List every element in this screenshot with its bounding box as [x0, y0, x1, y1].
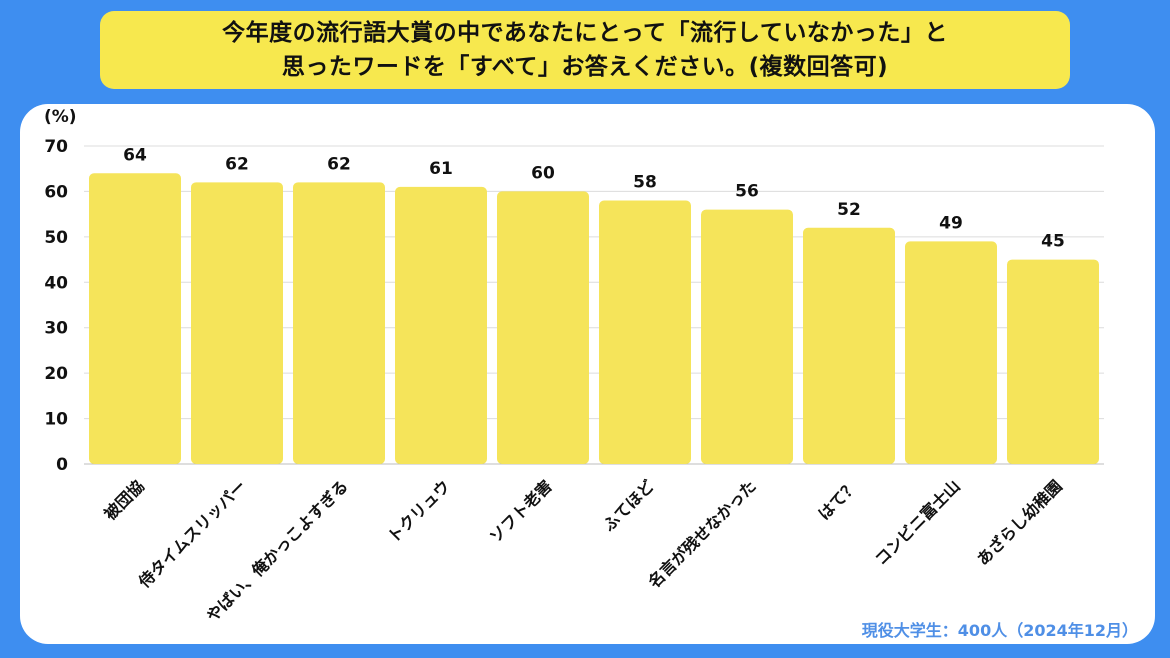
bar-value-label: 58	[633, 173, 657, 193]
x-category-label: 名言が残せなかった	[645, 476, 760, 591]
bar-value-label: 62	[327, 154, 351, 174]
bar	[497, 191, 589, 464]
bar	[1007, 259, 1099, 464]
y-tick-label: 40	[44, 273, 68, 293]
y-tick-label: 0	[56, 455, 68, 475]
x-category-label: コンビニ富士山	[871, 476, 964, 569]
y-tick-label: 10	[44, 410, 68, 430]
bar	[701, 209, 793, 464]
x-category-label: 侍タイムスリッパー	[134, 476, 250, 592]
bar	[89, 173, 181, 464]
bar	[905, 241, 997, 464]
bar-value-label: 52	[837, 200, 861, 220]
y-tick-label: 50	[44, 228, 68, 248]
chart-title-line-2: 思ったワードを「すべて」お答えください。(複数回答可)	[281, 54, 889, 80]
bar-value-label: 62	[225, 154, 249, 174]
x-category-label: はて？	[814, 476, 861, 523]
bar-value-label: 49	[939, 213, 963, 233]
bar	[395, 186, 487, 464]
x-category-label: ソフト老害	[486, 476, 556, 546]
y-tick-label: 70	[44, 137, 68, 157]
bar-value-label: 45	[1041, 232, 1065, 252]
bar-value-label: 56	[735, 182, 759, 202]
survey-source-note: 現役大学生：400人（2024年12月）	[861, 621, 1138, 640]
y-axis-unit-label: (%)	[44, 107, 77, 127]
x-category-label: 被団協	[100, 476, 147, 523]
bar	[599, 200, 691, 464]
x-category-label: トクリュウ	[384, 476, 454, 546]
bar	[803, 227, 895, 464]
y-tick-label: 60	[44, 182, 68, 202]
bar-value-label: 61	[429, 159, 453, 179]
chart-title-box: 今年度の流行語大賞の中であなたにとって「流行していなかった」と 思ったワードを「…	[100, 11, 1070, 89]
y-tick-label: 20	[44, 364, 68, 384]
bar-value-label: 60	[531, 163, 555, 183]
x-category-label: あざらし幼稚園	[973, 476, 1066, 569]
chart-title-line-1: 今年度の流行語大賞の中であなたにとって「流行していなかった」と	[222, 20, 948, 46]
bar-value-label: 64	[123, 145, 147, 165]
x-category-label: ふてほど	[599, 476, 658, 535]
bar	[293, 182, 385, 465]
bar	[191, 182, 283, 465]
y-tick-label: 30	[44, 319, 68, 339]
